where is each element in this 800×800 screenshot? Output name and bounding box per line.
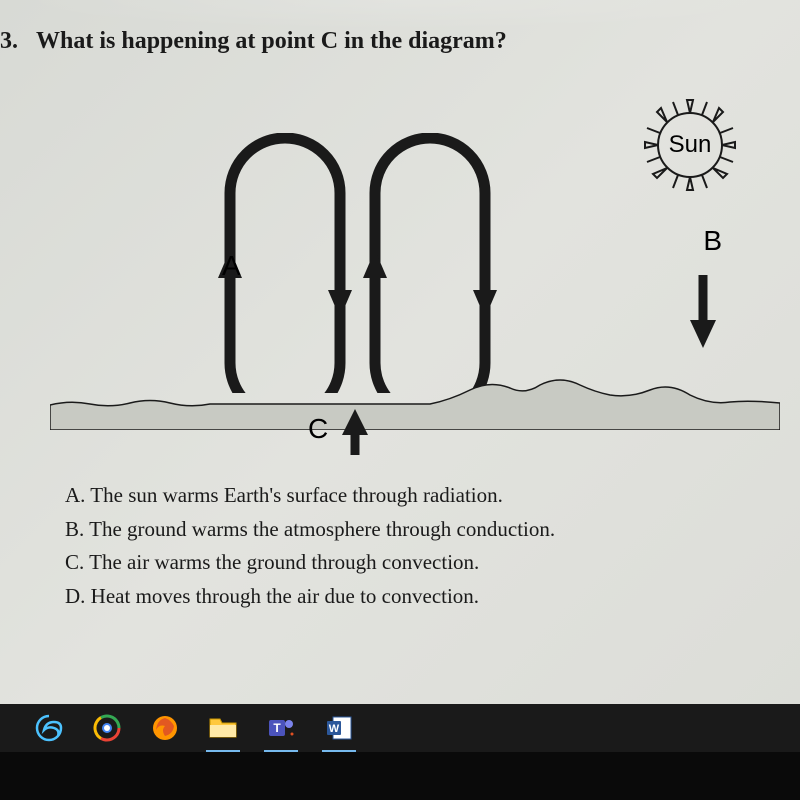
taskbar-word-icon[interactable]: W [318,707,360,749]
answer-c[interactable]: C. The air warms the ground through conv… [65,547,780,579]
arrow-b-icon [688,270,718,350]
answer-letter: A. [65,483,85,507]
answer-letter: D. [65,584,85,608]
answer-text: Heat moves through the air due to convec… [91,584,479,608]
answer-choices: A. The sun warms Earth's surface through… [0,455,800,612]
answer-text: The air warms the ground through convect… [89,550,479,574]
label-c: C [308,413,328,445]
label-a: A [222,250,241,282]
label-b: B [703,225,722,257]
svg-text:W: W [329,723,340,735]
answer-letter: C. [65,550,84,574]
taskbar-edge-icon[interactable] [28,707,70,749]
svg-text:T: T [273,721,281,735]
answer-text: The ground warms the atmosphere through … [89,517,555,541]
taskbar-teams-icon[interactable]: T [260,707,302,749]
taskbar-file-explorer-icon[interactable] [202,707,244,749]
question-text: What is happening at point C in the diag… [36,28,507,54]
question-header: 3. What is happening at point C in the d… [0,0,800,55]
answer-text: The sun warms Earth's surface through ra… [90,483,503,507]
answer-b[interactable]: B. The ground warms the atmosphere throu… [65,514,780,546]
terrain [50,370,780,430]
taskbar-chrome-icon[interactable] [86,707,128,749]
sun-icon: Sun [640,95,740,195]
answer-a[interactable]: A. The sun warms Earth's surface through… [65,480,780,512]
question-number: 3. [0,28,18,54]
sun-label: Sun [669,131,712,159]
answer-d[interactable]: D. Heat moves through the air due to con… [65,581,780,613]
diagram: Sun A B C [0,75,800,455]
convection-loops [200,133,540,393]
document-area: 3. What is happening at point C in the d… [0,0,800,720]
taskbar: T W [0,704,800,752]
taskbar-firefox-icon[interactable] [144,707,186,749]
answer-letter: B. [65,517,84,541]
arrow-c-icon [340,407,370,455]
